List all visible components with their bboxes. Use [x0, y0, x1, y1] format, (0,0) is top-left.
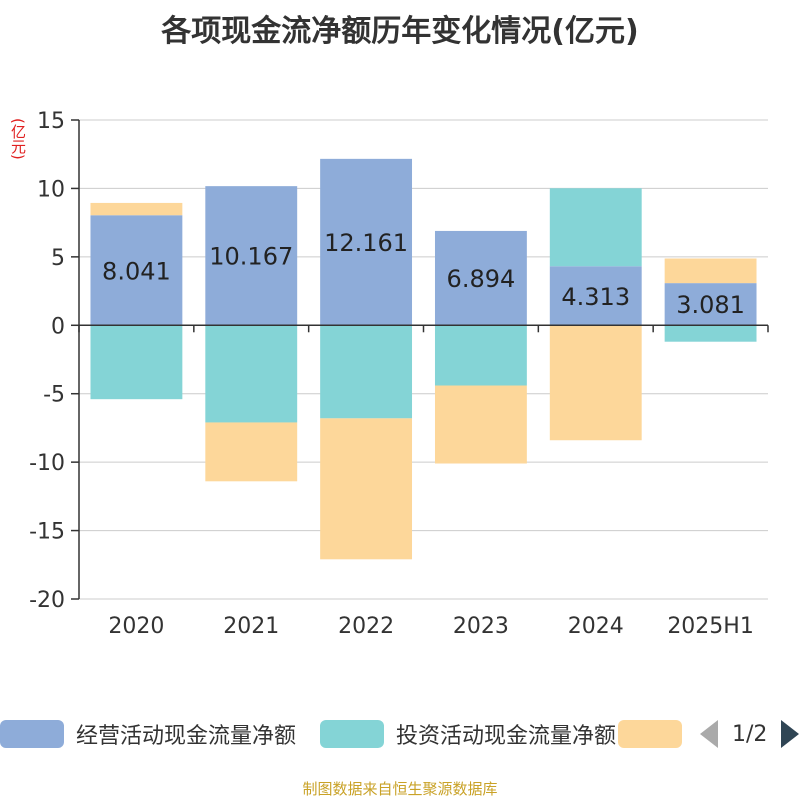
- legend-item-operating[interactable]: 经营活动现金流量净额: [0, 716, 296, 752]
- bar-segment-series-0: [434, 230, 527, 326]
- cash-flow-bar-chart: 15 10 5 0 -5 -10 -15 -20 8.041 2020 10.167 2021 12.1…: [29, 109, 769, 639]
- y-axis-unit-label: (亿元): [9, 118, 27, 160]
- bar-data-label: 8.041: [102, 257, 171, 285]
- chevron-right-icon[interactable]: [781, 720, 800, 748]
- y-tick-label: -5: [43, 383, 65, 408]
- bar-segment-series-0: [320, 158, 413, 326]
- bar-segment-series-1: [320, 325, 413, 419]
- bar-segment-series-1: [434, 325, 527, 386]
- x-tick-label: 2021: [223, 614, 279, 639]
- x-tick-label: 2024: [568, 614, 624, 639]
- x-tick-label: 2025H1: [667, 614, 754, 639]
- bar-data-label: 4.313: [561, 283, 630, 311]
- bar-segment-series-0: [205, 186, 298, 326]
- y-tick-label: -15: [29, 520, 65, 545]
- legend-item-financing[interactable]: [618, 716, 682, 752]
- legend-label-investing: 投资活动现金流量净额: [396, 724, 617, 749]
- legend-swatch-investing: [320, 720, 384, 748]
- x-tick-label: 2023: [453, 614, 509, 639]
- bar-data-label: 3.081: [676, 291, 745, 319]
- bar-segment-series-0: [90, 215, 183, 326]
- bar-segment-series-2: [549, 325, 642, 441]
- y-tick-label: 0: [51, 314, 65, 339]
- y-tick-label: 15: [37, 109, 65, 134]
- bar-segment-series-1: [205, 325, 298, 423]
- chart-legend: 经营活动现金流量净额 投资活动现金流量净额 1/2: [0, 716, 800, 756]
- legend-swatch-operating: [0, 720, 64, 748]
- bar-segment-series-2: [90, 202, 183, 216]
- y-tick-label: -10: [29, 451, 65, 476]
- bar-segment-series-2: [205, 422, 298, 482]
- y-tick-label: 10: [37, 177, 65, 202]
- bar-segment-series-0: [664, 283, 757, 326]
- bar-data-label: 10.167: [209, 243, 293, 271]
- chart-title: 各项现金流净额历年变化情况(亿元): [161, 14, 639, 49]
- legend-swatch-financing: [618, 720, 682, 748]
- bar-data-label: 6.894: [447, 265, 516, 293]
- bar-segment-series-2: [434, 385, 527, 464]
- legend-page-indicator: 1/2: [732, 721, 768, 747]
- bar-segment-series-2: [320, 418, 413, 560]
- data-source-footer: 制图数据来自恒生聚源数据库: [302, 780, 498, 798]
- y-tick-label: -20: [29, 588, 65, 613]
- bar-segment-series-0: [549, 266, 642, 326]
- bar-segment-series-1: [549, 188, 642, 267]
- x-tick-label: 2020: [108, 614, 164, 639]
- y-tick-label: 5: [51, 246, 65, 271]
- bar-data-label: 12.161: [324, 229, 408, 257]
- bar-segment-series-2: [664, 258, 757, 284]
- chevron-left-icon[interactable]: [700, 720, 718, 748]
- bar-segment-series-1: [664, 325, 757, 342]
- x-tick-label: 2022: [338, 614, 394, 639]
- bar-segment-series-1: [90, 325, 183, 400]
- legend-pager: 1/2: [700, 716, 800, 752]
- legend-item-investing[interactable]: 投资活动现金流量净额: [320, 716, 616, 752]
- legend-label-operating: 经营活动现金流量净额: [76, 724, 297, 749]
